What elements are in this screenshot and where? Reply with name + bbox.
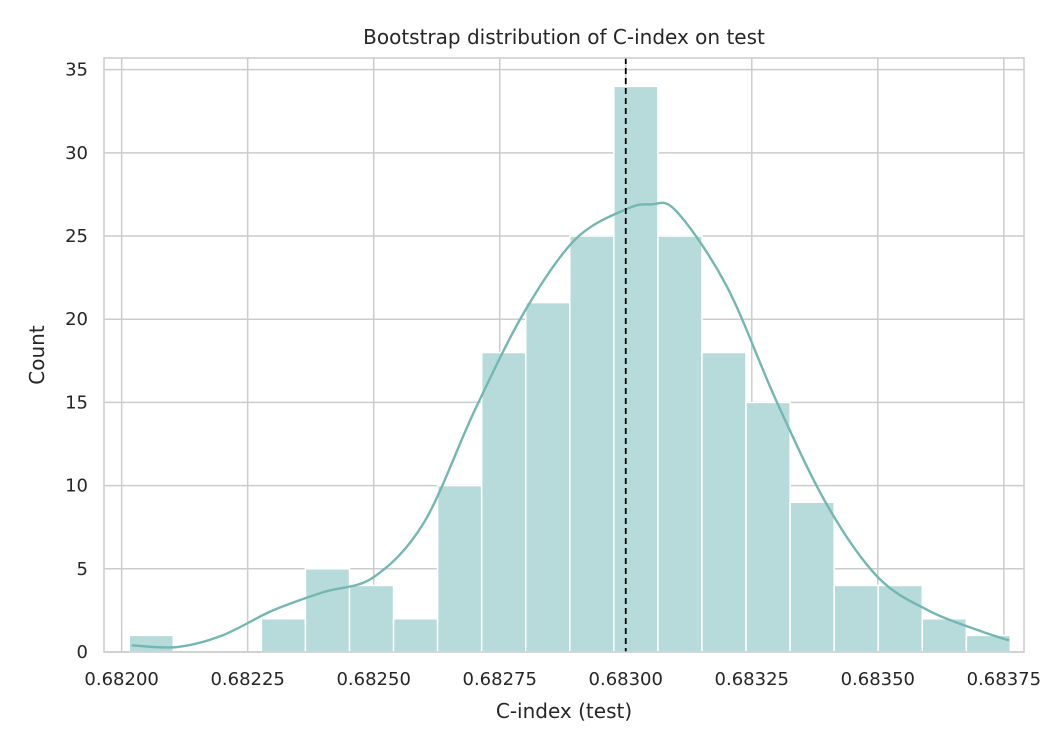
histogram-bar-3 xyxy=(260,617,307,653)
y-axis-label: Count xyxy=(25,325,49,385)
plot-frame xyxy=(103,57,1025,653)
x-axis-ticks: 0.68200 0.68225 0.68250 0.68275 0.68300 0.683… xyxy=(84,669,1041,690)
histogram-bar-15 xyxy=(789,501,835,653)
y-tick-label-7: 35 xyxy=(65,60,88,81)
histogram-bar-14 xyxy=(745,401,791,653)
y-tick-label-1: 5 xyxy=(77,559,88,580)
x-tick-label-4: 0.68300 xyxy=(589,669,663,690)
y-tick-label-0: 0 xyxy=(77,642,88,663)
histogram-bar-13 xyxy=(701,351,747,653)
y-axis-ticks: 0 5 10 15 20 25 30 35 xyxy=(65,60,88,663)
histogram-bar-7 xyxy=(436,484,483,653)
histogram-bar-5 xyxy=(348,584,395,653)
histogram-bar-0 xyxy=(128,634,175,653)
x-tick-label-7: 0.68375 xyxy=(967,669,1041,690)
chart-title: Bootstrap distribution of C-index on tes… xyxy=(363,25,765,49)
y-tick-label-4: 20 xyxy=(65,309,88,330)
histogram-bar-9 xyxy=(524,301,571,653)
x-tick-label-2: 0.68250 xyxy=(336,669,410,690)
histogram-bars xyxy=(128,85,1012,653)
histogram-bar-12 xyxy=(657,235,703,653)
y-tick-label-6: 30 xyxy=(65,143,88,164)
histogram-bar-11 xyxy=(613,85,659,653)
x-tick-label-6: 0.68350 xyxy=(841,669,915,690)
y-tick-label-2: 10 xyxy=(65,476,88,497)
x-tick-label-1: 0.68225 xyxy=(210,669,284,690)
histogram-bar-8 xyxy=(480,351,527,653)
histogram-bar-16 xyxy=(833,584,879,653)
x-axis-label: C-index (test) xyxy=(496,699,632,723)
y-tick-label-5: 25 xyxy=(65,226,88,247)
x-tick-label-0: 0.68200 xyxy=(84,669,158,690)
x-tick-label-3: 0.68275 xyxy=(463,669,537,690)
histogram-bar-4 xyxy=(304,568,351,653)
x-tick-label-5: 0.68325 xyxy=(715,669,789,690)
y-tick-label-3: 15 xyxy=(65,392,88,413)
histogram-bar-6 xyxy=(392,617,439,653)
kde-curve xyxy=(131,201,1010,649)
histogram-bar-10 xyxy=(569,235,615,653)
